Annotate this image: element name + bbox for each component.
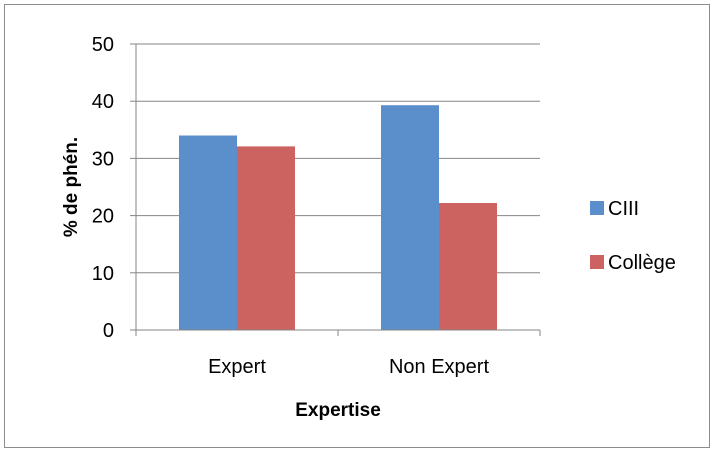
legend: CIII Collège (590, 198, 676, 274)
x-axis-title: Expertise (295, 400, 381, 421)
x-tick-labels: Expert Non Expert (208, 356, 489, 378)
y-tick-labels: 0 10 20 30 40 50 (92, 34, 114, 342)
bar-coll-ge-non-expert (439, 203, 497, 330)
bar-ciii-expert (179, 135, 237, 330)
bars (179, 105, 497, 330)
chart-frame (4, 4, 710, 448)
y-tick-label: 20 (92, 206, 114, 228)
axes (135, 44, 540, 331)
x-tick-label: Expert (208, 356, 266, 378)
legend-swatch (590, 255, 604, 269)
y-tick-label: 0 (103, 320, 114, 342)
y-tick-label: 10 (92, 263, 114, 285)
y-axis-title: % de phén. (61, 137, 82, 237)
legend-label: CIII (608, 198, 639, 220)
y-tick-label: 30 (92, 148, 114, 170)
bar-coll-ge-expert (237, 146, 295, 330)
bar-ciii-non-expert (381, 105, 439, 330)
x-tick-label: Non Expert (389, 356, 489, 378)
y-tick-label: 40 (92, 91, 114, 113)
legend-label: Collège (608, 252, 676, 274)
y-tick-label: 50 (92, 34, 114, 56)
legend-swatch (590, 201, 604, 215)
